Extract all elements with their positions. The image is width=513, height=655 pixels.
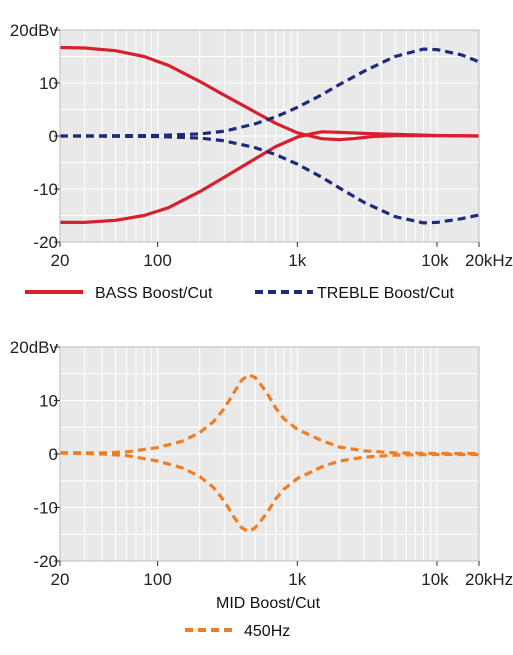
y-tick-label: -10	[33, 180, 58, 199]
y-tick-label: 20dBv	[10, 21, 59, 40]
series-450hz-cut	[59, 451, 479, 534]
x-tick-label: 100	[143, 251, 171, 270]
x-axis-ticks: 20 100 1k 10k 20kHz	[51, 242, 513, 270]
x-tick-label: 20	[51, 570, 70, 589]
legend: BASS Boost/Cut TREBLE Boost/Cut	[25, 285, 455, 302]
series-bass-boost-cut-cut	[60, 130, 480, 224]
series-treble-boost-cut-cut	[59, 134, 480, 225]
legend-label-treble-boost-cut: TREBLE Boost/Cut	[317, 285, 455, 302]
x-tick-label: 100	[143, 570, 171, 589]
y-tick-label: 10	[39, 392, 58, 411]
x-tick-label: 20kHz	[465, 251, 513, 270]
x-tick-label: 1k	[288, 570, 306, 589]
x-tick-label: 1k	[288, 251, 306, 270]
x-axis-ticks: 20 100 1k 10k 20kHz	[51, 561, 513, 589]
x-tick-label: 10k	[421, 251, 449, 270]
y-tick-label: 20dBv	[10, 338, 59, 357]
legend-label-450hz: 450Hz	[244, 623, 290, 640]
chart-caption: MID Boost/Cut	[216, 595, 321, 612]
y-tick-label: -20	[33, 552, 58, 571]
y-tick-label: 10	[39, 74, 58, 93]
y-tick-label: -20	[33, 233, 58, 252]
x-tick-label: 10k	[421, 570, 449, 589]
y-tick-label: -10	[33, 499, 58, 518]
x-tick-label: 20	[51, 251, 70, 270]
y-tick-label: 0	[49, 445, 58, 464]
legend-label-bass-boost-cut: BASS Boost/Cut	[95, 285, 213, 302]
series-bass-boost-cut-boost	[59, 45, 480, 142]
y-tick-label: 0	[49, 127, 58, 146]
curves	[59, 373, 479, 534]
series-450hz-boost	[60, 373, 479, 456]
y-axis-ticks: 20dBv 10 0 -10 -20	[10, 338, 60, 571]
grid	[60, 347, 479, 561]
curves	[59, 45, 480, 225]
x-tick-label: 20kHz	[465, 570, 513, 589]
legend: 450Hz	[185, 623, 290, 640]
series-treble-boost-cut-boost	[59, 47, 480, 138]
y-axis-ticks: 20dBv 10 0 -10 -20	[10, 21, 60, 252]
